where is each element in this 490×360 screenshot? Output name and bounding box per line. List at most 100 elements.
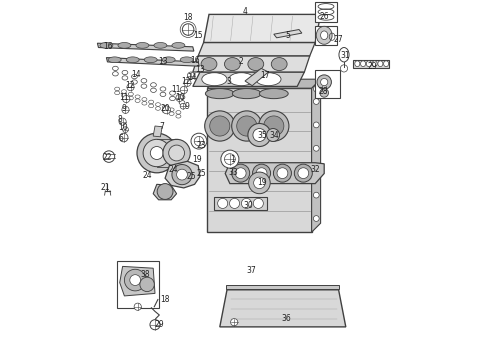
Text: 8: 8 bbox=[117, 115, 122, 124]
Ellipse shape bbox=[224, 58, 240, 71]
Text: 35: 35 bbox=[257, 130, 267, 139]
Ellipse shape bbox=[122, 95, 130, 103]
Ellipse shape bbox=[317, 75, 331, 89]
Text: 14: 14 bbox=[187, 73, 196, 82]
Ellipse shape bbox=[256, 73, 281, 86]
Text: 31: 31 bbox=[340, 51, 350, 60]
Ellipse shape bbox=[384, 61, 389, 67]
Ellipse shape bbox=[120, 133, 128, 142]
Ellipse shape bbox=[229, 198, 240, 208]
Text: 24: 24 bbox=[169, 165, 178, 174]
Ellipse shape bbox=[316, 26, 332, 44]
Ellipse shape bbox=[137, 133, 176, 173]
Ellipse shape bbox=[103, 151, 115, 162]
Text: 13: 13 bbox=[158, 57, 168, 66]
Ellipse shape bbox=[256, 168, 267, 179]
Ellipse shape bbox=[163, 139, 190, 167]
Text: 38: 38 bbox=[140, 270, 150, 279]
Text: 22: 22 bbox=[103, 153, 112, 162]
Polygon shape bbox=[193, 72, 304, 86]
Ellipse shape bbox=[180, 103, 186, 109]
Ellipse shape bbox=[320, 78, 328, 86]
Text: 4: 4 bbox=[243, 7, 247, 16]
Ellipse shape bbox=[242, 198, 251, 208]
Ellipse shape bbox=[372, 61, 377, 67]
Text: 29: 29 bbox=[368, 62, 378, 71]
Bar bbox=[315, 2, 337, 22]
Ellipse shape bbox=[248, 172, 270, 194]
Ellipse shape bbox=[127, 84, 134, 91]
Ellipse shape bbox=[248, 123, 271, 147]
Text: 29: 29 bbox=[154, 320, 164, 329]
Ellipse shape bbox=[143, 139, 171, 167]
Polygon shape bbox=[198, 42, 315, 56]
Ellipse shape bbox=[150, 320, 160, 330]
Text: 20: 20 bbox=[161, 104, 171, 113]
Text: 10: 10 bbox=[175, 94, 185, 102]
Ellipse shape bbox=[202, 73, 227, 86]
Ellipse shape bbox=[184, 79, 191, 86]
Polygon shape bbox=[106, 58, 199, 66]
Ellipse shape bbox=[273, 164, 292, 182]
Polygon shape bbox=[226, 285, 339, 289]
Text: 17: 17 bbox=[260, 71, 270, 80]
Text: 37: 37 bbox=[246, 266, 256, 275]
Ellipse shape bbox=[248, 58, 264, 71]
Ellipse shape bbox=[191, 133, 207, 149]
Ellipse shape bbox=[237, 116, 257, 136]
Text: 26: 26 bbox=[319, 12, 329, 21]
Ellipse shape bbox=[130, 275, 141, 285]
Text: 3: 3 bbox=[226, 77, 231, 85]
Polygon shape bbox=[207, 88, 312, 232]
Ellipse shape bbox=[172, 42, 185, 48]
Polygon shape bbox=[193, 56, 310, 72]
Text: 18: 18 bbox=[183, 13, 193, 22]
Ellipse shape bbox=[277, 168, 288, 179]
Ellipse shape bbox=[314, 169, 319, 175]
Text: 9: 9 bbox=[185, 102, 190, 111]
Ellipse shape bbox=[253, 198, 263, 208]
Ellipse shape bbox=[140, 277, 154, 292]
Ellipse shape bbox=[271, 58, 287, 71]
Ellipse shape bbox=[182, 24, 194, 35]
Ellipse shape bbox=[144, 57, 157, 63]
Text: 36: 36 bbox=[282, 314, 291, 323]
Text: 18: 18 bbox=[160, 295, 170, 304]
Ellipse shape bbox=[108, 57, 121, 63]
Ellipse shape bbox=[298, 168, 309, 179]
Bar bbox=[117, 261, 159, 308]
Ellipse shape bbox=[361, 61, 366, 67]
Text: 32: 32 bbox=[310, 165, 320, 174]
Ellipse shape bbox=[205, 89, 234, 99]
Ellipse shape bbox=[205, 111, 235, 141]
Ellipse shape bbox=[157, 184, 173, 199]
Text: 34: 34 bbox=[270, 130, 279, 139]
Text: 11: 11 bbox=[120, 94, 129, 102]
Text: 6: 6 bbox=[119, 134, 123, 143]
Polygon shape bbox=[207, 79, 320, 88]
Ellipse shape bbox=[224, 154, 235, 165]
Text: 12: 12 bbox=[181, 77, 190, 85]
Ellipse shape bbox=[231, 319, 238, 326]
Text: 5: 5 bbox=[286, 31, 291, 40]
Ellipse shape bbox=[320, 31, 328, 40]
Ellipse shape bbox=[176, 169, 187, 180]
Ellipse shape bbox=[154, 42, 167, 48]
Text: 19: 19 bbox=[193, 154, 202, 163]
Ellipse shape bbox=[163, 106, 171, 114]
Text: 13: 13 bbox=[195, 65, 205, 74]
Ellipse shape bbox=[180, 86, 187, 94]
Polygon shape bbox=[220, 290, 346, 327]
Ellipse shape bbox=[172, 165, 192, 185]
Text: 1: 1 bbox=[230, 154, 235, 163]
Ellipse shape bbox=[100, 42, 113, 48]
Ellipse shape bbox=[210, 116, 230, 136]
Bar bbox=[215, 197, 267, 210]
Ellipse shape bbox=[320, 89, 328, 97]
Ellipse shape bbox=[169, 145, 185, 161]
Text: 10: 10 bbox=[119, 123, 128, 132]
Polygon shape bbox=[98, 43, 194, 51]
Ellipse shape bbox=[367, 61, 371, 67]
Ellipse shape bbox=[119, 118, 126, 125]
Text: 25: 25 bbox=[196, 169, 206, 178]
